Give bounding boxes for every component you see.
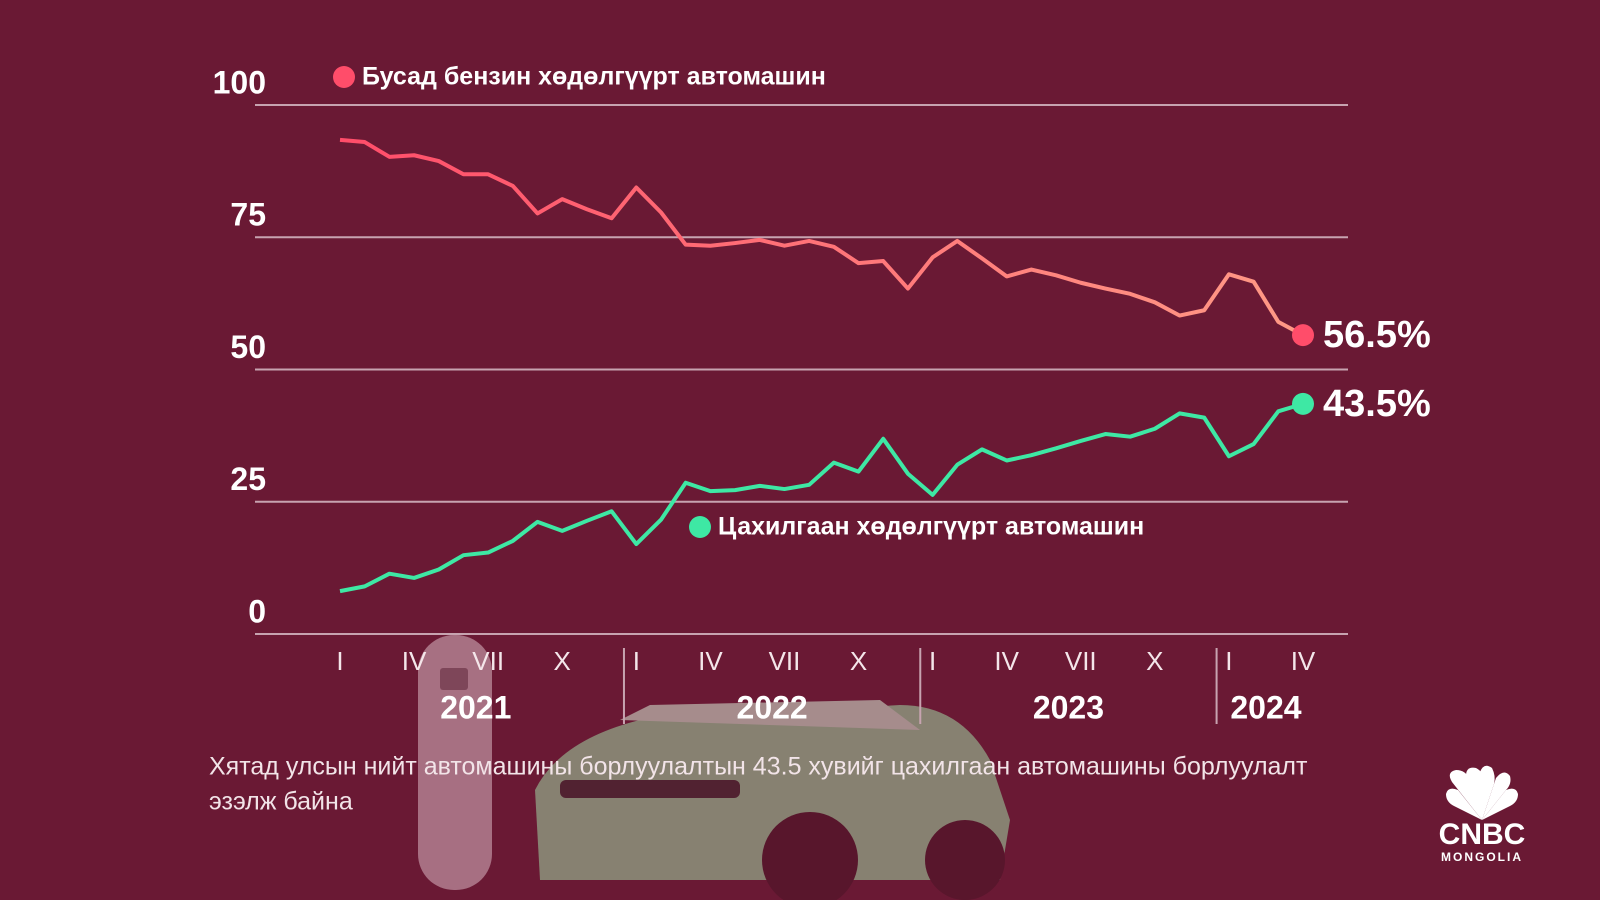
series-line xyxy=(339,401,1304,594)
legend-label: Бусад бензин хөдөлгүүрт автомашин xyxy=(362,63,826,91)
y-tick-label: 50 xyxy=(230,329,266,365)
year-label: 2023 xyxy=(1033,689,1104,725)
value-label: 56.5% xyxy=(1323,314,1431,356)
note-line-2: эзэлж байна xyxy=(209,788,353,816)
x-tick-label: IV xyxy=(994,646,1019,676)
value-label: 43.5% xyxy=(1323,383,1431,425)
x-tick-label: X xyxy=(554,646,571,676)
logo: CNBC MONGOLIA xyxy=(1439,765,1526,864)
y-tick-label: 0 xyxy=(248,593,266,629)
legend-dot xyxy=(689,516,711,538)
x-tick-label: IV xyxy=(698,646,723,676)
x-tick-label: X xyxy=(850,646,867,676)
x-tick-label: VII xyxy=(1065,646,1097,676)
y-tick-label: 75 xyxy=(230,197,266,233)
series-line xyxy=(339,137,1304,337)
year-label: 2024 xyxy=(1230,689,1301,725)
end-dot xyxy=(1292,392,1314,415)
y-tick-label: 100 xyxy=(213,64,266,100)
note-line-1: Хятад улсын нийт автомашины борлуулалтын… xyxy=(209,753,1308,781)
x-tick-label: X xyxy=(1146,646,1163,676)
year-label: 2021 xyxy=(440,689,511,725)
year-label: 2022 xyxy=(737,689,808,725)
x-tick-label: VII xyxy=(472,646,504,676)
legend-dot xyxy=(333,66,355,88)
x-tick-label: IV xyxy=(402,646,427,676)
x-tick-label: I xyxy=(633,646,640,676)
end-dot xyxy=(1292,324,1314,347)
x-tick-label: I xyxy=(1225,646,1232,676)
legend-label: Цахилгаан хөдөлгүүрт автомашин xyxy=(718,513,1144,541)
x-tick-label: I xyxy=(929,646,936,676)
logo-name: CNBC xyxy=(1439,818,1526,851)
x-tick-label: VII xyxy=(769,646,801,676)
x-tick-label: I xyxy=(336,646,343,676)
y-tick-label: 25 xyxy=(230,461,266,497)
logo-region: MONGOLIA xyxy=(1441,850,1523,864)
x-tick-label: IV xyxy=(1291,646,1316,676)
illustration xyxy=(418,635,1010,900)
